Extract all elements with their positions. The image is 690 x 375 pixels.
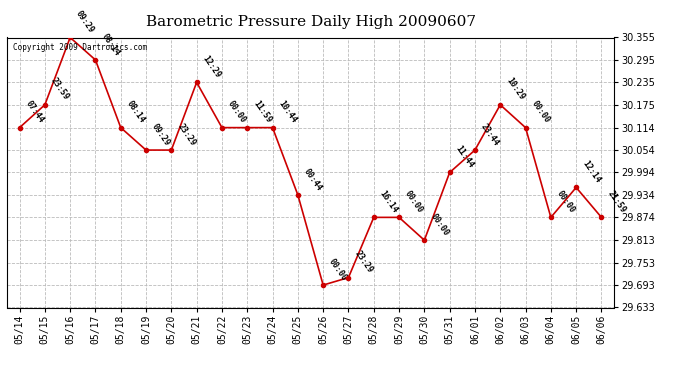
Text: 00:00: 00:00 [226,99,248,125]
Text: 12:29: 12:29 [201,54,223,80]
Text: 08:14: 08:14 [99,32,121,57]
Text: Copyright 2009 Dartronics.com: Copyright 2009 Dartronics.com [13,43,147,52]
Text: Barometric Pressure Daily High 20090607: Barometric Pressure Daily High 20090607 [146,15,475,29]
Text: 23:29: 23:29 [353,249,375,275]
Text: 21:59: 21:59 [606,189,627,214]
Text: 09:29: 09:29 [150,122,172,147]
Text: 23:59: 23:59 [49,76,71,102]
Text: 23:29: 23:29 [175,122,197,147]
Text: 00:00: 00:00 [428,212,451,237]
Text: 00:00: 00:00 [327,256,349,282]
Text: 09:29: 09:29 [75,9,96,35]
Text: 07:44: 07:44 [23,99,46,125]
Text: 23:44: 23:44 [479,122,501,147]
Text: 00:00: 00:00 [530,99,551,125]
Text: 10:29: 10:29 [504,76,526,102]
Text: 00:00: 00:00 [403,189,425,214]
Text: 08:14: 08:14 [125,99,147,125]
Text: 00:00: 00:00 [555,189,577,214]
Text: 10:44: 10:44 [277,99,299,125]
Text: 16:14: 16:14 [378,189,400,214]
Text: 11:44: 11:44 [454,144,475,170]
Text: 00:44: 00:44 [302,166,324,192]
Text: 12:14: 12:14 [580,159,602,184]
Text: 11:59: 11:59 [251,99,273,125]
